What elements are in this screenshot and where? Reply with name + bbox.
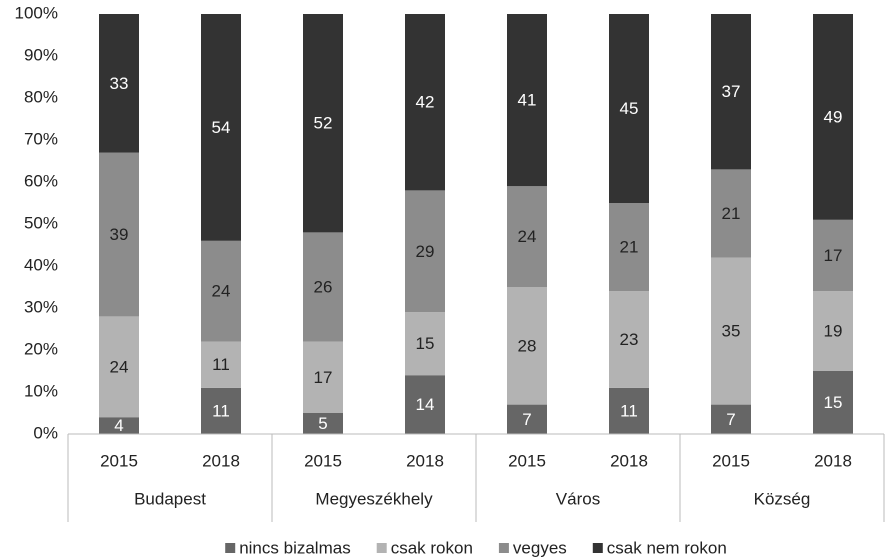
bar-segment — [609, 14, 649, 203]
legend-marker — [498, 543, 509, 553]
bar-segment — [303, 413, 343, 434]
bar-segment — [507, 14, 547, 187]
data-label: 24 — [212, 282, 231, 301]
bar-segment — [813, 371, 853, 434]
bar-segment — [201, 14, 241, 241]
y-tick-label: 10% — [24, 381, 58, 400]
bar-segment — [201, 387, 241, 434]
group-label: Budapest — [134, 489, 206, 508]
y-tick-label: 30% — [24, 297, 58, 316]
data-label: 19 — [824, 322, 843, 341]
x-tick-label: 2018 — [406, 451, 444, 470]
y-tick-label: 100% — [15, 3, 58, 22]
legend-marker — [225, 543, 236, 553]
data-label: 45 — [620, 99, 639, 118]
group-label: Község — [754, 489, 811, 508]
bar-segment — [201, 240, 241, 342]
bar-segment — [303, 341, 343, 413]
data-label: 49 — [824, 107, 843, 126]
bar-segment — [405, 190, 445, 313]
data-label: 14 — [416, 395, 435, 414]
bar-segment — [507, 287, 547, 405]
bar-segment — [405, 312, 445, 376]
data-label: 7 — [726, 410, 735, 429]
data-label: 28 — [518, 336, 537, 355]
x-tick-label: 2015 — [100, 451, 138, 470]
y-tick-label: 70% — [24, 129, 58, 148]
bar-segment — [711, 257, 751, 405]
y-tick-label: 80% — [24, 87, 58, 106]
bar-segment — [711, 14, 751, 170]
data-label: 54 — [212, 118, 231, 137]
data-label: 11 — [620, 401, 638, 420]
bar-segment — [99, 152, 139, 317]
bar-segment — [201, 341, 241, 388]
data-label: 15 — [416, 334, 435, 353]
y-tick-label: 50% — [24, 213, 58, 232]
data-label: 26 — [314, 277, 333, 296]
data-label: 29 — [416, 242, 435, 261]
data-label: 42 — [416, 93, 435, 112]
y-tick-label: 90% — [24, 45, 58, 64]
legend-label: nincs bizalmas — [239, 538, 351, 557]
x-tick-label: 2015 — [712, 451, 750, 470]
bar-segment — [813, 219, 853, 292]
x-tick-label: 2018 — [610, 451, 648, 470]
bar-segment — [813, 291, 853, 371]
bar-segment — [711, 169, 751, 258]
y-tick-label: 0% — [33, 423, 58, 442]
data-label: 24 — [518, 227, 537, 246]
data-label: 52 — [314, 114, 333, 133]
bar-segment — [507, 404, 547, 434]
data-label: 23 — [620, 330, 639, 349]
data-label: 17 — [824, 246, 843, 265]
data-label: 5 — [318, 414, 327, 433]
group-label: Város — [556, 489, 600, 508]
y-tick-label: 60% — [24, 171, 58, 190]
x-tick-label: 2018 — [814, 451, 852, 470]
group-label: Megyeszékhely — [315, 489, 433, 508]
bar-segment — [609, 291, 649, 388]
data-label: 15 — [824, 393, 843, 412]
y-tick-label: 40% — [24, 255, 58, 274]
bar-segment — [99, 14, 139, 153]
data-label: 24 — [110, 357, 129, 376]
legend-label: csak nem rokon — [607, 538, 727, 557]
data-label: 33 — [110, 74, 129, 93]
data-label: 7 — [522, 410, 531, 429]
bar-segment — [711, 404, 751, 434]
legend-marker — [592, 543, 603, 553]
legend-marker — [376, 543, 387, 553]
data-label: 11 — [212, 401, 230, 420]
data-label: 11 — [212, 355, 230, 374]
data-label: 17 — [314, 368, 333, 387]
bar-segment — [609, 387, 649, 434]
bar-segment — [405, 14, 445, 191]
data-label: 39 — [110, 225, 129, 244]
data-label: 41 — [518, 91, 537, 110]
x-tick-label: 2015 — [304, 451, 342, 470]
bar-segment — [813, 14, 853, 220]
y-tick-label: 20% — [24, 339, 58, 358]
bar-segment — [303, 14, 343, 233]
data-label: 35 — [722, 322, 741, 341]
bar-segment — [99, 316, 139, 418]
bar-segment — [405, 375, 445, 434]
legend-label: csak rokon — [391, 538, 473, 557]
bar-segment — [303, 232, 343, 342]
data-label: 21 — [722, 204, 741, 223]
x-tick-label: 2018 — [202, 451, 240, 470]
bar-segment — [99, 417, 139, 434]
x-tick-label: 2015 — [508, 451, 546, 470]
bar-segment — [609, 203, 649, 292]
bar-segment — [507, 186, 547, 287]
legend-label: vegyes — [513, 538, 567, 557]
data-label: 37 — [722, 82, 741, 101]
data-label: 4 — [114, 416, 123, 435]
data-label: 21 — [620, 238, 639, 257]
